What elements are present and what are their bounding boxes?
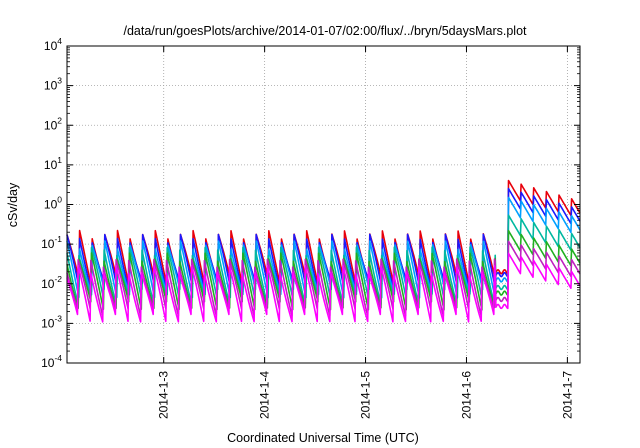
series-line [66,252,581,323]
x-tick-label: 2014-1-5 [359,371,373,419]
y-axis-label: cSv/day [6,182,20,227]
tick-layer: 10-4 10-3 10-2 10-1 100 101 102 103 104 2014-1-3 2… [41,36,580,419]
x-tick-label: 2014-1-6 [459,371,473,419]
x-tick-label: 2014-1-7 [560,371,574,419]
y-tick-label: 10-4 [41,353,62,370]
series-layer [66,179,581,323]
x-tick-label: 2014-1-4 [258,371,272,419]
y-tick-label: 10-2 [41,274,62,291]
x-axis-label: Coordinated Universal Time (UTC) [227,431,419,445]
grid-layer [67,46,580,363]
y-tick-label: 10-1 [41,234,62,251]
y-tick-label: 10-3 [41,313,62,330]
x-tick-label: 2014-1-3 [157,371,171,419]
y-tick-label: 104 [44,36,62,53]
plot-frame [66,45,581,364]
y-tick-label: 102 [44,115,62,132]
chart-title: /data/run/goesPlots/archive/2014-01-07/0… [123,24,527,38]
y-tick-label: 100 [44,195,62,212]
y-tick-label: 101 [44,155,62,172]
series-line [66,240,581,317]
y-tick-label: 103 [44,76,62,93]
